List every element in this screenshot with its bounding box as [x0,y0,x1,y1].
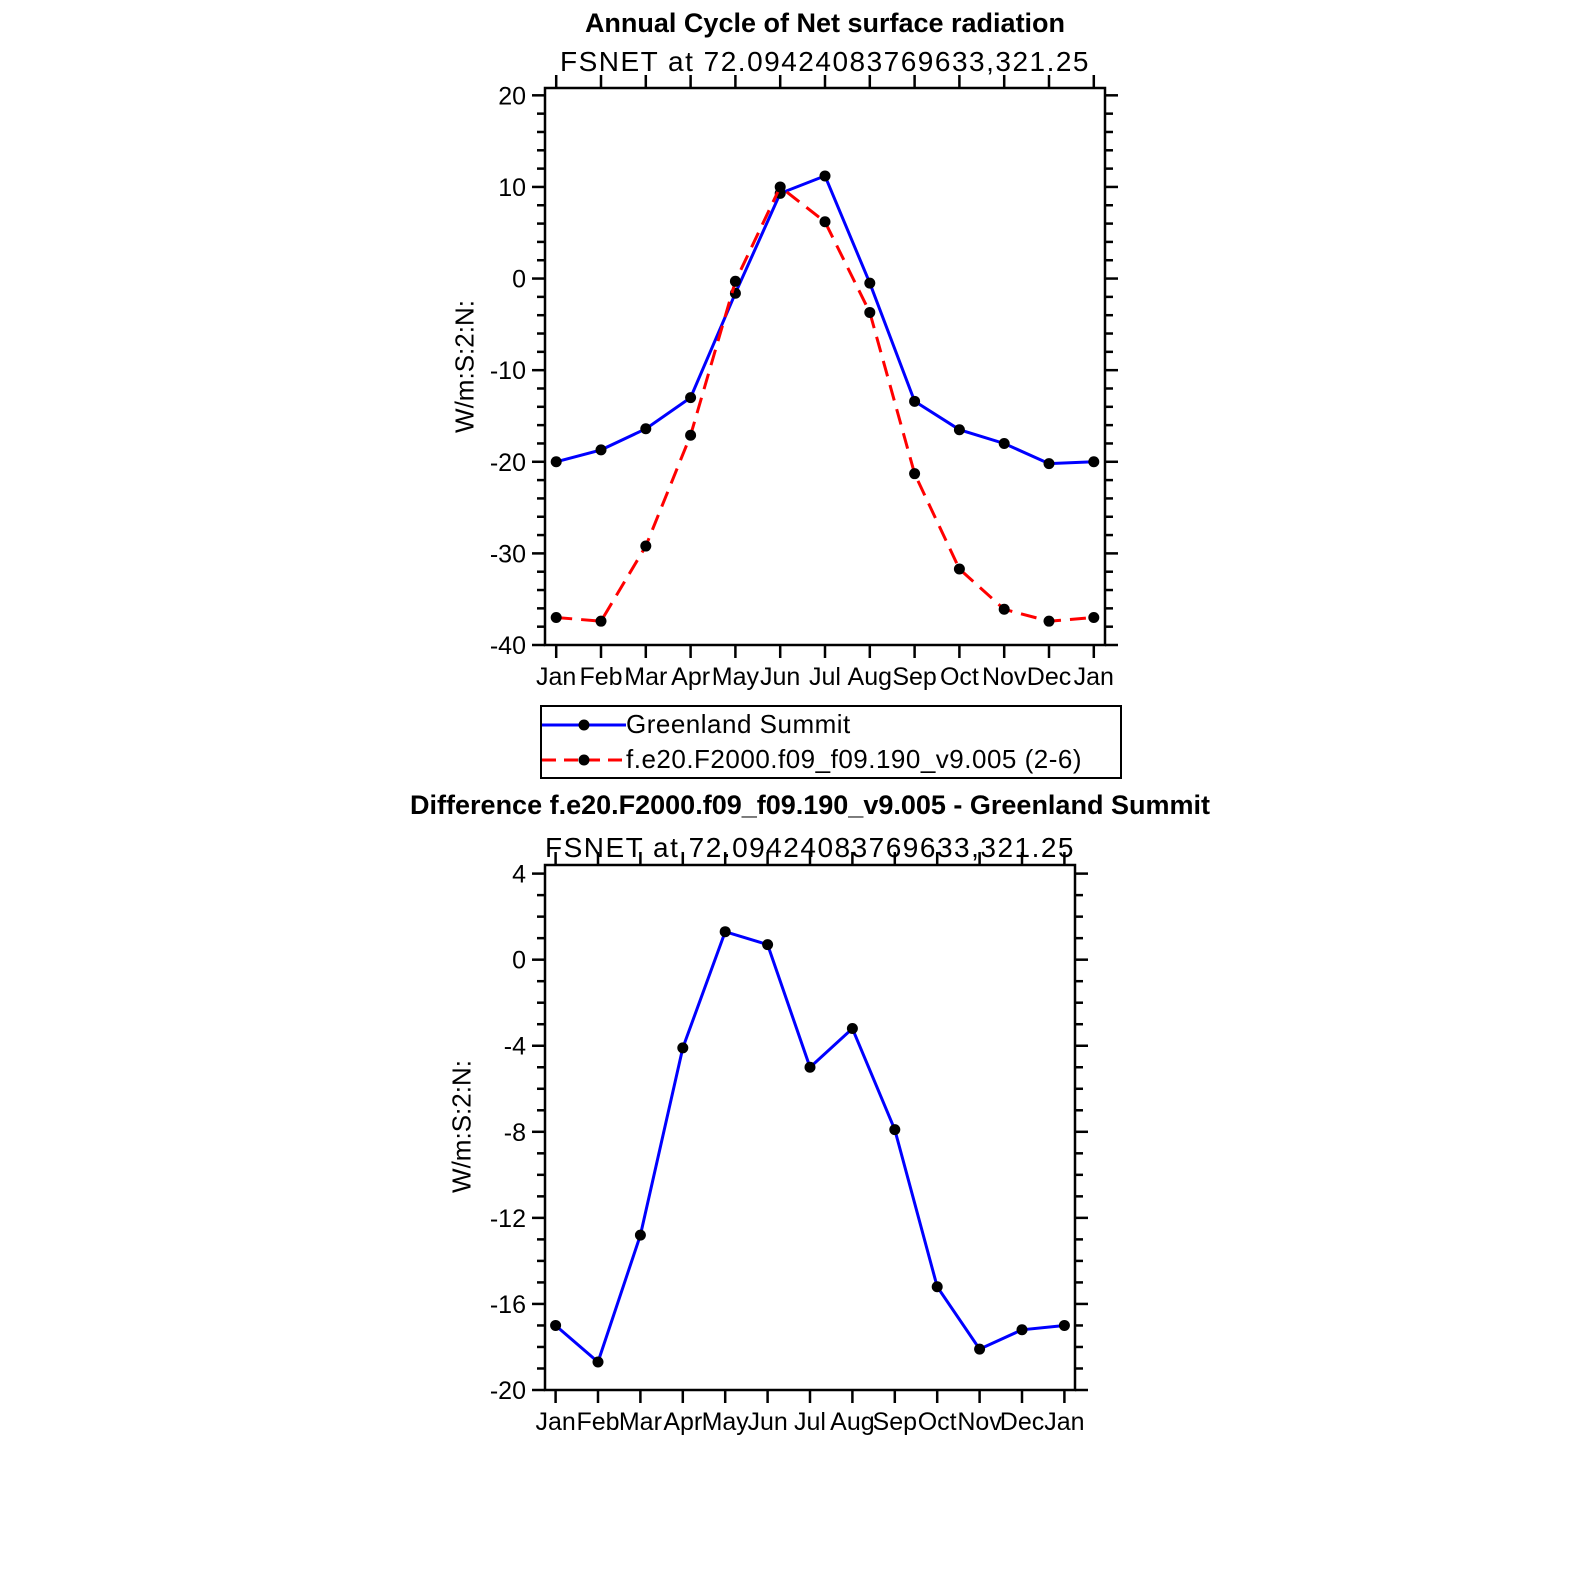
svg-text:-30: -30 [490,540,526,568]
svg-text:Feb: Feb [576,1408,619,1436]
svg-text:Dec: Dec [1027,663,1071,691]
top-chart-y-axis-label: W/m:S:2:N: [449,300,480,433]
svg-text:Jan: Jan [1074,663,1114,691]
svg-text:0: 0 [512,947,526,975]
legend: Greenland Summit f.e20.F2000.f09_f09.190… [540,705,1122,779]
blue-solid-line-swatch [542,719,626,730]
svg-text:-4: -4 [504,1033,526,1061]
svg-text:Mar: Mar [624,663,667,691]
svg-text:-20: -20 [490,1377,526,1405]
svg-text:Nov: Nov [982,663,1027,691]
svg-text:Oct: Oct [918,1408,957,1436]
top-chart-title: Annual Cycle of Net surface radiation [584,8,1066,38]
legend-label-greenland-summit: Greenland Summit [626,709,851,739]
bottom-chart-subtitle: FSNET at 72.09424083769633,321.25 [544,832,1076,863]
svg-text:Jun: Jun [747,1408,787,1436]
svg-text:Jun: Jun [760,663,800,691]
svg-text:Dec: Dec [1000,1408,1044,1436]
svg-text:Apr: Apr [671,663,710,691]
bottom-chart-y-axis-label: W/m:S:2:N: [446,1060,477,1193]
svg-text:-40: -40 [490,632,526,660]
svg-text:Aug: Aug [848,663,892,691]
svg-text:Sep: Sep [873,1408,917,1436]
legend-label-model-run: f.e20.F2000.f09_f09.190_v9.005 (2-6) [626,744,1082,774]
svg-text:Aug: Aug [830,1408,874,1436]
svg-text:Nov: Nov [957,1408,1002,1436]
svg-text:Sep: Sep [892,663,936,691]
svg-text:Jul: Jul [794,1408,826,1436]
svg-text:Jan: Jan [535,1408,575,1436]
svg-text:Mar: Mar [619,1408,662,1436]
svg-text:Oct: Oct [940,663,979,691]
svg-text:20: 20 [498,82,526,110]
svg-text:Jan: Jan [536,663,576,691]
svg-text:Jan: Jan [1044,1408,1084,1436]
svg-text:Feb: Feb [579,663,622,691]
svg-text:4: 4 [512,861,526,889]
red-dashed-line-swatch [542,754,626,765]
legend-item-greenland-summit: Greenland Summit [542,707,1120,742]
svg-text:-8: -8 [504,1119,526,1147]
bottom-chart-title: Difference f.e20.F2000.f09_f09.190_v9.00… [410,790,1210,820]
svg-text:May: May [712,663,760,691]
legend-item-model-run: f.e20.F2000.f09_f09.190_v9.005 (2-6) [542,742,1120,777]
svg-text:May: May [702,1408,750,1436]
svg-text:Apr: Apr [663,1408,702,1436]
svg-text:Jul: Jul [809,663,841,691]
svg-text:-16: -16 [490,1291,526,1319]
svg-text:0: 0 [512,266,526,294]
svg-text:-20: -20 [490,449,526,477]
svg-text:-12: -12 [490,1205,526,1233]
svg-text:-10: -10 [490,357,526,385]
svg-text:10: 10 [498,174,526,202]
top-chart-subtitle: FSNET at 72.09424083769633,321.25 [559,46,1091,77]
